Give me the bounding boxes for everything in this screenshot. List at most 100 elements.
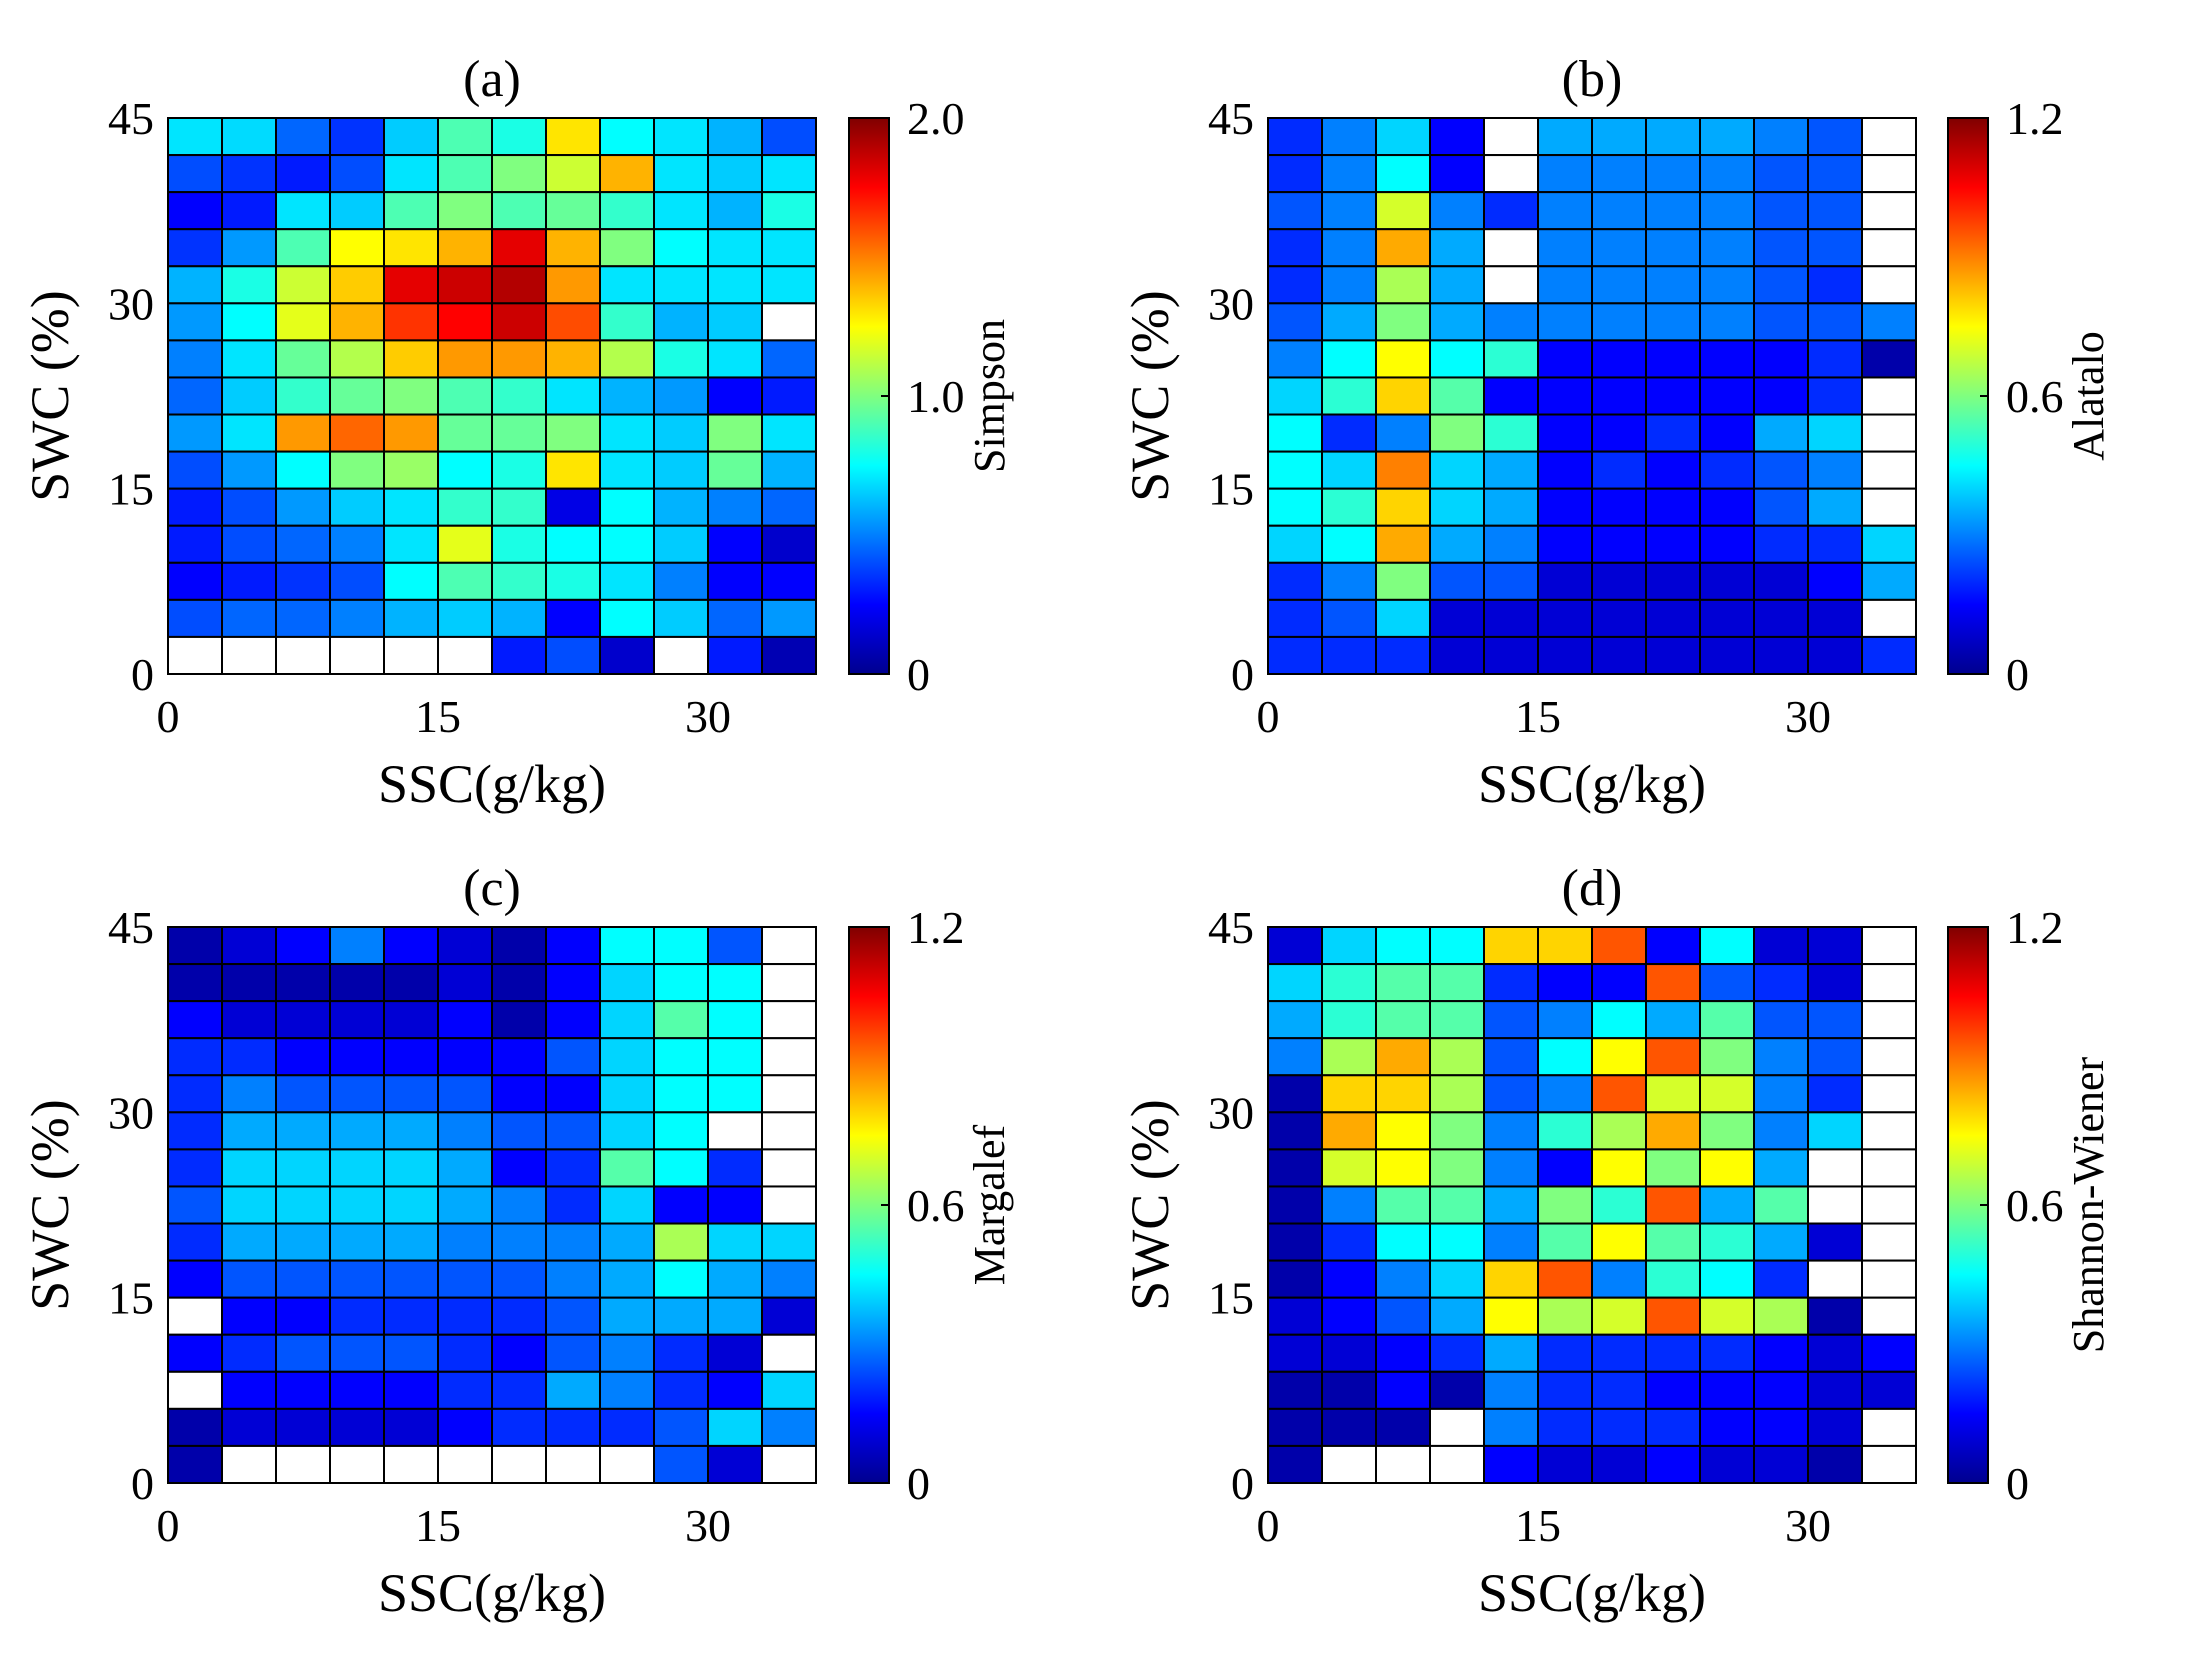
heatmap-cell (1591, 339, 1647, 379)
heatmap-cell (329, 487, 385, 527)
heatmap-cell (653, 1074, 709, 1114)
heatmap-cell (383, 561, 439, 601)
heatmap-cell (437, 963, 493, 1003)
empty-cell (1861, 1407, 1917, 1447)
heatmap-cell (1483, 1185, 1539, 1225)
heatmap-cell (1429, 963, 1485, 1003)
heatmap-cell (437, 1148, 493, 1188)
heatmap-cell (1753, 450, 1809, 490)
heatmap-cell (1375, 524, 1431, 564)
heatmap-cell (599, 1333, 655, 1373)
heatmap-cell (383, 1148, 439, 1188)
heatmap-cell (329, 1222, 385, 1262)
heatmap-cell (1375, 561, 1431, 601)
heatmap-cell (167, 561, 223, 601)
colorbar-tick-label: 1.2 (907, 902, 965, 953)
heatmap-cell (1375, 487, 1431, 527)
heatmap-cell (1807, 524, 1863, 564)
heatmap-cell (1483, 1407, 1539, 1447)
heatmap-cell (1591, 265, 1647, 305)
heatmap-cell (1537, 926, 1593, 966)
heatmap-cell (275, 302, 331, 342)
heatmap-cell (167, 1185, 223, 1225)
heatmap-cell (1375, 117, 1431, 157)
empty-cell (275, 1444, 331, 1485)
heatmap-cell (1645, 1444, 1701, 1485)
heatmap-cell (761, 450, 817, 490)
empty-cell (1483, 265, 1539, 305)
heatmap-cell (1483, 635, 1539, 675)
heatmap-cell (491, 1222, 547, 1262)
heatmap-cell (1537, 598, 1593, 638)
heatmap-cell (1807, 339, 1863, 379)
empty-cell (1861, 191, 1917, 231)
heatmap-cell (1699, 450, 1755, 490)
heatmap-cell (275, 1333, 331, 1373)
heatmap-cell (653, 1296, 709, 1336)
heatmap-cell (1429, 1333, 1485, 1373)
heatmap-cell (707, 376, 763, 416)
x-tick-label: 0 (157, 691, 180, 742)
heatmap-cell (1699, 598, 1755, 638)
heatmap-cell (221, 1370, 277, 1410)
heatmap-cell (653, 598, 709, 638)
panel-4: (d) 0 15 30 0 15 30 45 SSC(g/kg) SWC (%) 0 0.6 1.2 Sh… (1120, 860, 2113, 1623)
empty-cell (761, 302, 817, 342)
heatmap-cell (599, 1148, 655, 1188)
heatmap-cell (1537, 1333, 1593, 1373)
heatmap-cell (1267, 635, 1323, 675)
heatmap-cell (437, 1111, 493, 1151)
heatmap-cell (545, 1185, 601, 1225)
heatmap-cell (329, 524, 385, 564)
empty-cell (1861, 450, 1917, 490)
heatmap-cell (1699, 117, 1755, 157)
heatmap-cell (437, 450, 493, 490)
heatmap-cell (167, 154, 223, 194)
empty-cell (1861, 117, 1917, 157)
heatmap-cell (167, 413, 223, 453)
heatmap-cell (1429, 1074, 1485, 1114)
heatmap-cell (707, 1296, 763, 1336)
empty-cell (1861, 1148, 1917, 1188)
panels-layer: (a) 0 15 30 0 15 30 45 SSC(g/kg) SWC (%) 0 1.0 2.0 Si… (20, 51, 2113, 1623)
heatmap-cell (599, 339, 655, 379)
heatmap-cell (329, 1000, 385, 1040)
heatmap-cell (329, 561, 385, 601)
heatmap-cell (545, 1259, 601, 1299)
heatmap-cell (653, 1333, 709, 1373)
heatmap-cell (1483, 302, 1539, 342)
heatmap-cell (1645, 487, 1701, 527)
heatmap-cell (1267, 265, 1323, 305)
heatmap-cell (1267, 1148, 1323, 1188)
y-axis-label: SWC (%) (20, 290, 80, 501)
heatmap-cell (599, 1259, 655, 1299)
empty-cell (221, 635, 277, 675)
heatmap-cell (275, 339, 331, 379)
heatmap-cell (1699, 191, 1755, 231)
heatmap-cell (1321, 1222, 1377, 1262)
heatmap-cell (1753, 1407, 1809, 1447)
panel-1: (a) 0 15 30 0 15 30 45 SSC(g/kg) SWC (%) 0 1.0 2.0 Si… (20, 51, 1014, 814)
heatmap-cell (1267, 561, 1323, 601)
heatmap-cell (1429, 302, 1485, 342)
heatmap-cell (1429, 561, 1485, 601)
heatmap-cell (1375, 598, 1431, 638)
heatmap-cell (1429, 487, 1485, 527)
heatmap-cell (1321, 191, 1377, 231)
heatmap-cell (1321, 1259, 1377, 1299)
heatmap-cell (545, 1148, 601, 1188)
colorbar-label: Shannon-Wiener (2064, 1056, 2113, 1353)
heatmap-cell (383, 1074, 439, 1114)
heatmap-cell (1429, 1000, 1485, 1040)
heatmap-cell (1645, 1370, 1701, 1410)
heatmap-cell (167, 926, 223, 966)
heatmap-cell (1267, 450, 1323, 490)
heatmap-cell (491, 450, 547, 490)
heatmap-cell (545, 339, 601, 379)
heatmap-cell (167, 524, 223, 564)
heatmap-cell (1429, 117, 1485, 157)
heatmap-cell (1429, 1148, 1485, 1188)
heatmap-cell (1483, 487, 1539, 527)
heatmap-cell (545, 635, 601, 675)
heatmap-cell (599, 1296, 655, 1336)
